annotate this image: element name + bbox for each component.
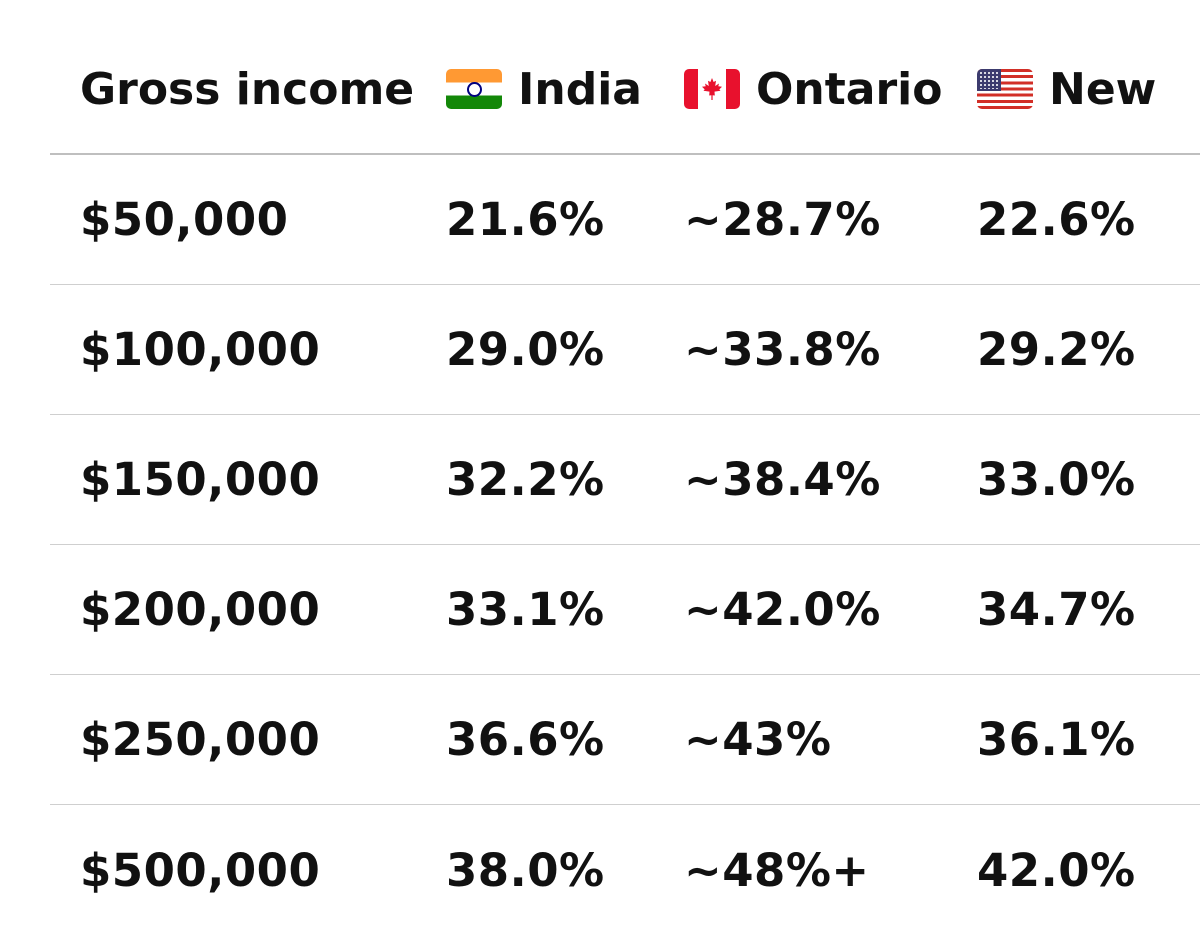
india-rate-cell: 38.0% [446,843,605,897]
new-rate-cell: 34.7% [977,583,1136,636]
gross-income-cell: $250,000 [80,713,321,766]
new-rate-cell: 36.1% [977,713,1136,766]
india-rate-cell: 32.2% [446,453,605,506]
gross-income-cell: $500,000 [80,843,321,897]
india-flag-icon [446,69,502,109]
india-rate-cell: 33.1% [446,583,605,636]
india-rate-cell: 36.6% [446,713,605,766]
ontario-rate-cell: ~48%+ [684,843,870,897]
new-rate-cell: 33.0% [977,453,1136,506]
table-row: $150,000 32.2% ~38.4% 33.0% [50,415,1200,545]
table-row: $100,000 29.0% ~33.8% 29.2% [50,285,1200,415]
new-rate-cell: 42.0% [977,843,1136,897]
column-header-new: New [977,25,1156,153]
gross-income-cell: $100,000 [80,323,321,376]
table-row: $250,000 36.6% ~43% 36.1% [50,675,1200,805]
table-row: $50,000 21.6% ~28.7% 22.6% [50,155,1200,285]
canada-flag-icon [684,69,740,109]
table-row: $500,000 38.0% ~48%+ 42.0% [50,805,1200,935]
ontario-rate-cell: ~38.4% [684,453,881,506]
ontario-rate-cell: ~42.0% [684,583,881,636]
india-rate-cell: 21.6% [446,193,605,246]
gross-income-cell: $200,000 [80,583,321,636]
gross-income-cell: $150,000 [80,453,321,506]
ontario-rate-cell: ~28.7% [684,193,881,246]
table-row: $200,000 33.1% ~42.0% 34.7% [50,545,1200,675]
ontario-rate-cell: ~43% [684,713,832,766]
tax-rate-table: Gross income India Ontario New $50,000 2… [50,25,1200,941]
new-rate-cell: 29.2% [977,323,1136,376]
ontario-rate-cell: ~33.8% [684,323,881,376]
column-header-gross-income: Gross income [80,63,415,115]
gross-income-cell: $50,000 [80,193,289,246]
usa-flag-icon [977,69,1033,109]
table-header-row: Gross income India Ontario New [50,25,1200,155]
new-rate-cell: 22.6% [977,193,1136,246]
column-header-india: India [446,25,642,153]
column-header-ontario: Ontario [684,25,942,153]
india-rate-cell: 29.0% [446,323,605,376]
